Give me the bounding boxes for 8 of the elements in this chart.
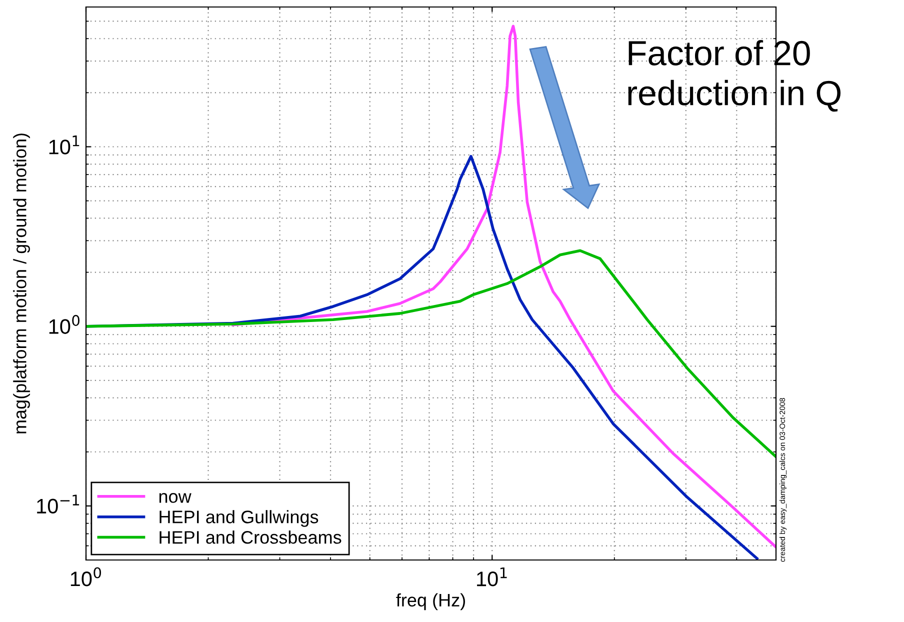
y-axis-title: mag(platform motion / ground motion) — [13, 134, 30, 434]
legend-label: HEPI and Crossbeams — [160, 530, 342, 544]
legend-label: now — [159, 493, 192, 503]
y-tick-label: 10$^{0}$ — [49, 314, 80, 334]
y-tick-label: 10$^{1}$ — [49, 136, 80, 154]
legend-label: HEPI and Gullwings — [160, 510, 318, 527]
y-tick-label: 10$^{−1}$ — [37, 494, 80, 514]
x-axis-title: freq (Hz) — [396, 593, 465, 610]
